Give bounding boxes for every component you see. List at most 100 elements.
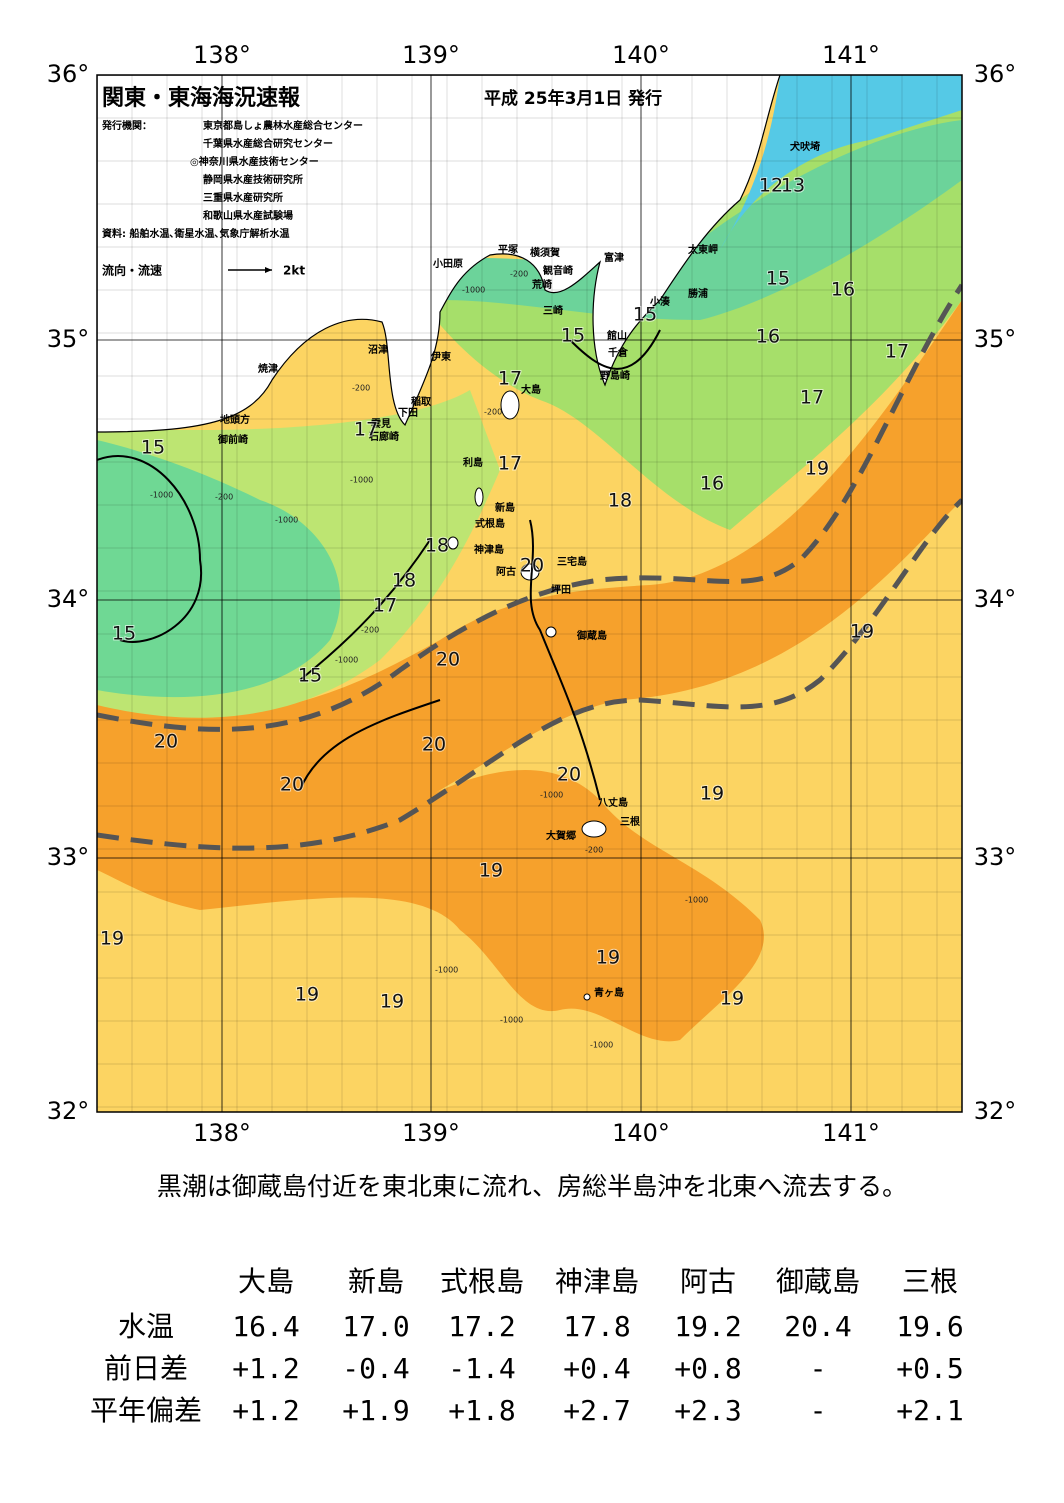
depth-label: -200 bbox=[484, 408, 502, 417]
place-label: 三崎 bbox=[543, 304, 563, 317]
island-oshima bbox=[500, 390, 520, 420]
lon-label: 139° bbox=[402, 1119, 460, 1147]
legend-label: 流向・流速 bbox=[102, 263, 162, 278]
lon-label: 138° bbox=[193, 1119, 251, 1147]
place-label: 下田 bbox=[398, 407, 418, 419]
temperature-label: 20 bbox=[154, 731, 178, 753]
temperature-label: 17 bbox=[800, 387, 824, 409]
title: 関東・東海海況速報 bbox=[102, 85, 301, 111]
place-label: 平塚 bbox=[498, 243, 518, 256]
depth-label: -1000 bbox=[335, 656, 358, 665]
temperature-label: 16 bbox=[700, 473, 724, 495]
table-header: 三根 bbox=[902, 1265, 958, 1298]
temperature-label: 15 bbox=[112, 623, 136, 645]
place-label: 勝浦 bbox=[688, 287, 708, 300]
lon-label: 140° bbox=[612, 41, 670, 69]
source: 資料: 船舶水温､衛星水温､気象庁解析水温 bbox=[102, 227, 289, 240]
temperature-label: 20 bbox=[280, 774, 304, 796]
place-label: 犬吠埼 bbox=[790, 140, 820, 153]
issuer-heading: 発行機関： bbox=[101, 119, 152, 132]
kuroshio-south bbox=[97, 770, 764, 1042]
place-label: 小田原 bbox=[432, 257, 463, 270]
temperature-label: 17 bbox=[498, 453, 522, 475]
depth-label: -1000 bbox=[685, 896, 708, 905]
lat-label: 34° bbox=[47, 585, 90, 613]
isotherm-20 bbox=[299, 519, 601, 801]
lat-label: 35° bbox=[47, 325, 90, 353]
temperature-label: 17 bbox=[354, 419, 378, 441]
table-cell: +0.5 bbox=[896, 1352, 963, 1385]
temperature-label: 18 bbox=[608, 490, 632, 512]
kuroshio-axis-south bbox=[97, 498, 962, 851]
table-cell: 19.2 bbox=[674, 1310, 741, 1343]
depth-label: -1000 bbox=[275, 516, 298, 525]
place-label: 小湊 bbox=[649, 295, 671, 308]
table-cell: - bbox=[810, 1352, 827, 1385]
lon-label: 138° bbox=[193, 41, 251, 69]
place-label: 新島 bbox=[495, 501, 515, 514]
place-label: 館山 bbox=[606, 329, 627, 342]
depth-label: -200 bbox=[510, 270, 528, 279]
lat-label: 35° bbox=[974, 325, 1017, 353]
temperature-label: 15 bbox=[141, 437, 165, 459]
island-mikura bbox=[545, 626, 557, 638]
land bbox=[97, 75, 781, 433]
grid bbox=[97, 75, 962, 1112]
place-label: 千倉 bbox=[608, 346, 629, 359]
depth-label: -1000 bbox=[590, 1041, 613, 1050]
table-cell: 16.4 bbox=[232, 1310, 299, 1343]
depth-label: -200 bbox=[361, 626, 379, 635]
place-label: 大賀郷 bbox=[546, 829, 576, 842]
temperature-label: 18 bbox=[392, 570, 416, 592]
table-header: 阿古 bbox=[680, 1265, 736, 1298]
place-label: 八丈島 bbox=[597, 796, 628, 809]
lon-label: 139° bbox=[402, 41, 460, 69]
row-label: 平年偏差 bbox=[90, 1394, 202, 1427]
temperature-label: 19 bbox=[596, 947, 620, 969]
lon-label: 141° bbox=[822, 41, 880, 69]
depth-label: -1000 bbox=[150, 491, 173, 500]
depth-label: -1000 bbox=[540, 791, 563, 800]
table-cell: +1.9 bbox=[342, 1394, 409, 1427]
temperature-label: 19 bbox=[850, 621, 874, 643]
table-cell: +2.3 bbox=[674, 1394, 741, 1427]
place-label: 三宅島 bbox=[557, 555, 587, 568]
table-cell: - bbox=[810, 1394, 827, 1427]
place-label: 阿古 bbox=[496, 565, 516, 578]
place-label: 太東岬 bbox=[687, 243, 718, 256]
temperature-label: 17 bbox=[373, 595, 397, 617]
table-cell: 20.4 bbox=[784, 1310, 851, 1343]
lon-label: 140° bbox=[612, 1119, 670, 1147]
place-label: 大島 bbox=[521, 383, 541, 396]
island-kozushima bbox=[447, 536, 459, 550]
row-label: 水温 bbox=[118, 1310, 174, 1343]
temperature-label: 19 bbox=[479, 860, 503, 882]
place-label: 観音崎 bbox=[543, 264, 573, 277]
temperature-label: 16 bbox=[756, 326, 780, 348]
depth-label: -1000 bbox=[500, 1016, 523, 1025]
isotherm bbox=[97, 329, 661, 681]
depth-label: -1000 bbox=[350, 476, 373, 485]
issuer: 千葉県水産総合研究センター bbox=[203, 137, 333, 150]
depth-label: -1000 bbox=[462, 286, 485, 295]
lat-label: 32° bbox=[974, 1097, 1017, 1125]
map-area bbox=[97, 75, 962, 1112]
legend-arrowhead bbox=[265, 267, 272, 273]
lat-label: 32° bbox=[47, 1097, 90, 1125]
depth-label: -200 bbox=[585, 846, 603, 855]
cold-cyan bbox=[720, 75, 962, 250]
place-label: 三根 bbox=[620, 815, 640, 828]
temperature-label: 19 bbox=[380, 991, 404, 1013]
temperature-label: 20 bbox=[422, 734, 446, 756]
table-header: 御蔵島 bbox=[776, 1265, 860, 1298]
issuer: 静岡県水産技術研究所 bbox=[203, 173, 303, 186]
temperature-label: 15 bbox=[766, 268, 790, 290]
table-header: 神津島 bbox=[555, 1265, 639, 1298]
temperature-label: 19 bbox=[295, 984, 319, 1006]
temperature-label: 15 bbox=[633, 304, 657, 326]
caption: 黒潮は御蔵島付近を東北東に流れ、房総半島沖を北東へ流去する。 bbox=[157, 1172, 907, 1201]
lon-label: 141° bbox=[822, 1119, 880, 1147]
table-cell: +2.1 bbox=[896, 1394, 963, 1427]
temperature-label: 18 bbox=[425, 535, 449, 557]
island-miyake bbox=[520, 563, 540, 581]
